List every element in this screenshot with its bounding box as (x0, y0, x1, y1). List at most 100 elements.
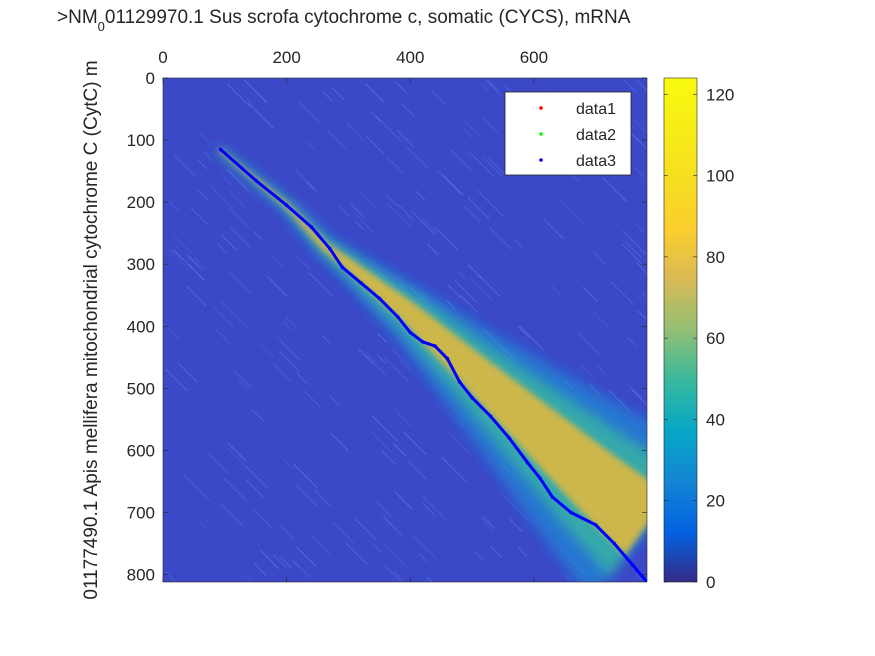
data-point-data3 (645, 580, 647, 582)
texture-streak (282, 457, 293, 469)
x-tick-label: 600 (520, 48, 548, 67)
data-point-data3 (612, 541, 616, 546)
texture-streak (278, 523, 296, 541)
texture-streak (390, 347, 412, 369)
texture-streak (374, 500, 392, 518)
texture-streak (387, 204, 411, 228)
data-point-data3 (488, 414, 493, 419)
texture-streak (518, 325, 546, 352)
texture-streak (220, 234, 238, 251)
y-tick-label: 200 (127, 193, 155, 212)
texture-streak (193, 256, 207, 270)
texture-streak (482, 515, 496, 529)
texture-streak (259, 343, 274, 359)
data-point-data3 (408, 330, 413, 335)
data-point-data3 (309, 225, 314, 229)
legend: data1 data2 data3 (504, 91, 632, 176)
texture-streak (422, 218, 438, 234)
texture-streak (252, 508, 272, 528)
texture-streak (488, 226, 512, 250)
texture-streak (422, 502, 436, 517)
data-point-data3 (507, 436, 512, 440)
texture-streak (365, 135, 385, 155)
texture-streak (582, 286, 599, 303)
texture-streak (199, 521, 211, 532)
texture-streak (322, 91, 333, 102)
texture-streak (559, 200, 586, 227)
texture-streak (377, 354, 387, 364)
texture-streak (427, 244, 439, 256)
texture-streak (393, 571, 406, 582)
texture-streak (563, 573, 573, 582)
texture-streak (345, 542, 368, 565)
texture-streak (185, 285, 207, 307)
colorbar-frame (663, 77, 698, 583)
y-tick-label: 0 (146, 69, 155, 88)
texture-streak (601, 176, 628, 203)
texture-streak (446, 299, 457, 311)
texture-streak (227, 442, 247, 462)
texture-streak (230, 227, 251, 248)
legend-marker-data1 (539, 106, 543, 110)
texture-streak (165, 368, 188, 392)
texture-streak (358, 190, 375, 206)
texture-streak (302, 389, 322, 409)
texture-streak (542, 218, 564, 240)
texture-streak (441, 456, 467, 482)
texture-streak (441, 174, 464, 196)
y-tick-label: 300 (127, 255, 155, 274)
texture-streak (270, 254, 283, 267)
texture-streak (278, 555, 293, 569)
colorbar-tick-label: 80 (706, 248, 725, 267)
texture-streak (610, 280, 634, 305)
texture-streak (477, 190, 504, 217)
colorbar-tick-label: 60 (706, 329, 725, 348)
texture-streak (460, 295, 478, 313)
texture-streak (462, 149, 472, 159)
texture-streak (253, 563, 267, 577)
texture-streak (172, 248, 184, 261)
texture-streak (467, 197, 491, 220)
legend-marker-data2 (539, 132, 543, 136)
data-point-data3 (538, 476, 542, 481)
texture-streak (446, 410, 465, 429)
texture-streak (327, 130, 349, 152)
texture-streak (551, 285, 562, 296)
y-tick-label: 800 (127, 566, 155, 585)
data-point-data3 (253, 178, 258, 183)
data-point-data3 (396, 315, 400, 319)
y-axis: 0 100 200 300 400 500 600 700 800 (127, 69, 647, 585)
texture-streak (393, 490, 414, 510)
texture-streak (280, 340, 300, 360)
data-point-data3 (218, 147, 223, 152)
texture-streak (447, 284, 462, 299)
texture-streak (321, 334, 332, 346)
texture-streak (305, 580, 308, 582)
texture-streak (636, 262, 647, 275)
texture-streak (285, 316, 296, 328)
texture-streak (434, 226, 458, 250)
texture-streak (308, 272, 334, 298)
data-point-data3 (569, 510, 573, 515)
legend-marker-data3 (539, 158, 543, 162)
texture-streak (467, 264, 482, 279)
texture-streak (226, 168, 250, 192)
band-core (218, 148, 647, 556)
texture-streak (503, 495, 531, 522)
texture-streak (633, 221, 644, 233)
colorbar: 0 20 40 60 80 100 120 (663, 77, 734, 592)
texture-streak (480, 518, 494, 531)
texture-streak (399, 360, 411, 372)
texture-streak (245, 574, 254, 582)
texture-streak (219, 173, 235, 188)
texture-streak (196, 158, 208, 170)
texture-streak (464, 121, 481, 138)
texture-streak (386, 156, 405, 175)
texture-streak (450, 149, 472, 171)
texture-streak (478, 274, 501, 298)
texture-streak (293, 463, 318, 489)
texture-streak (331, 521, 355, 544)
texture-streak (259, 549, 280, 570)
texture-streak (407, 459, 427, 480)
texture-streak (214, 327, 231, 345)
